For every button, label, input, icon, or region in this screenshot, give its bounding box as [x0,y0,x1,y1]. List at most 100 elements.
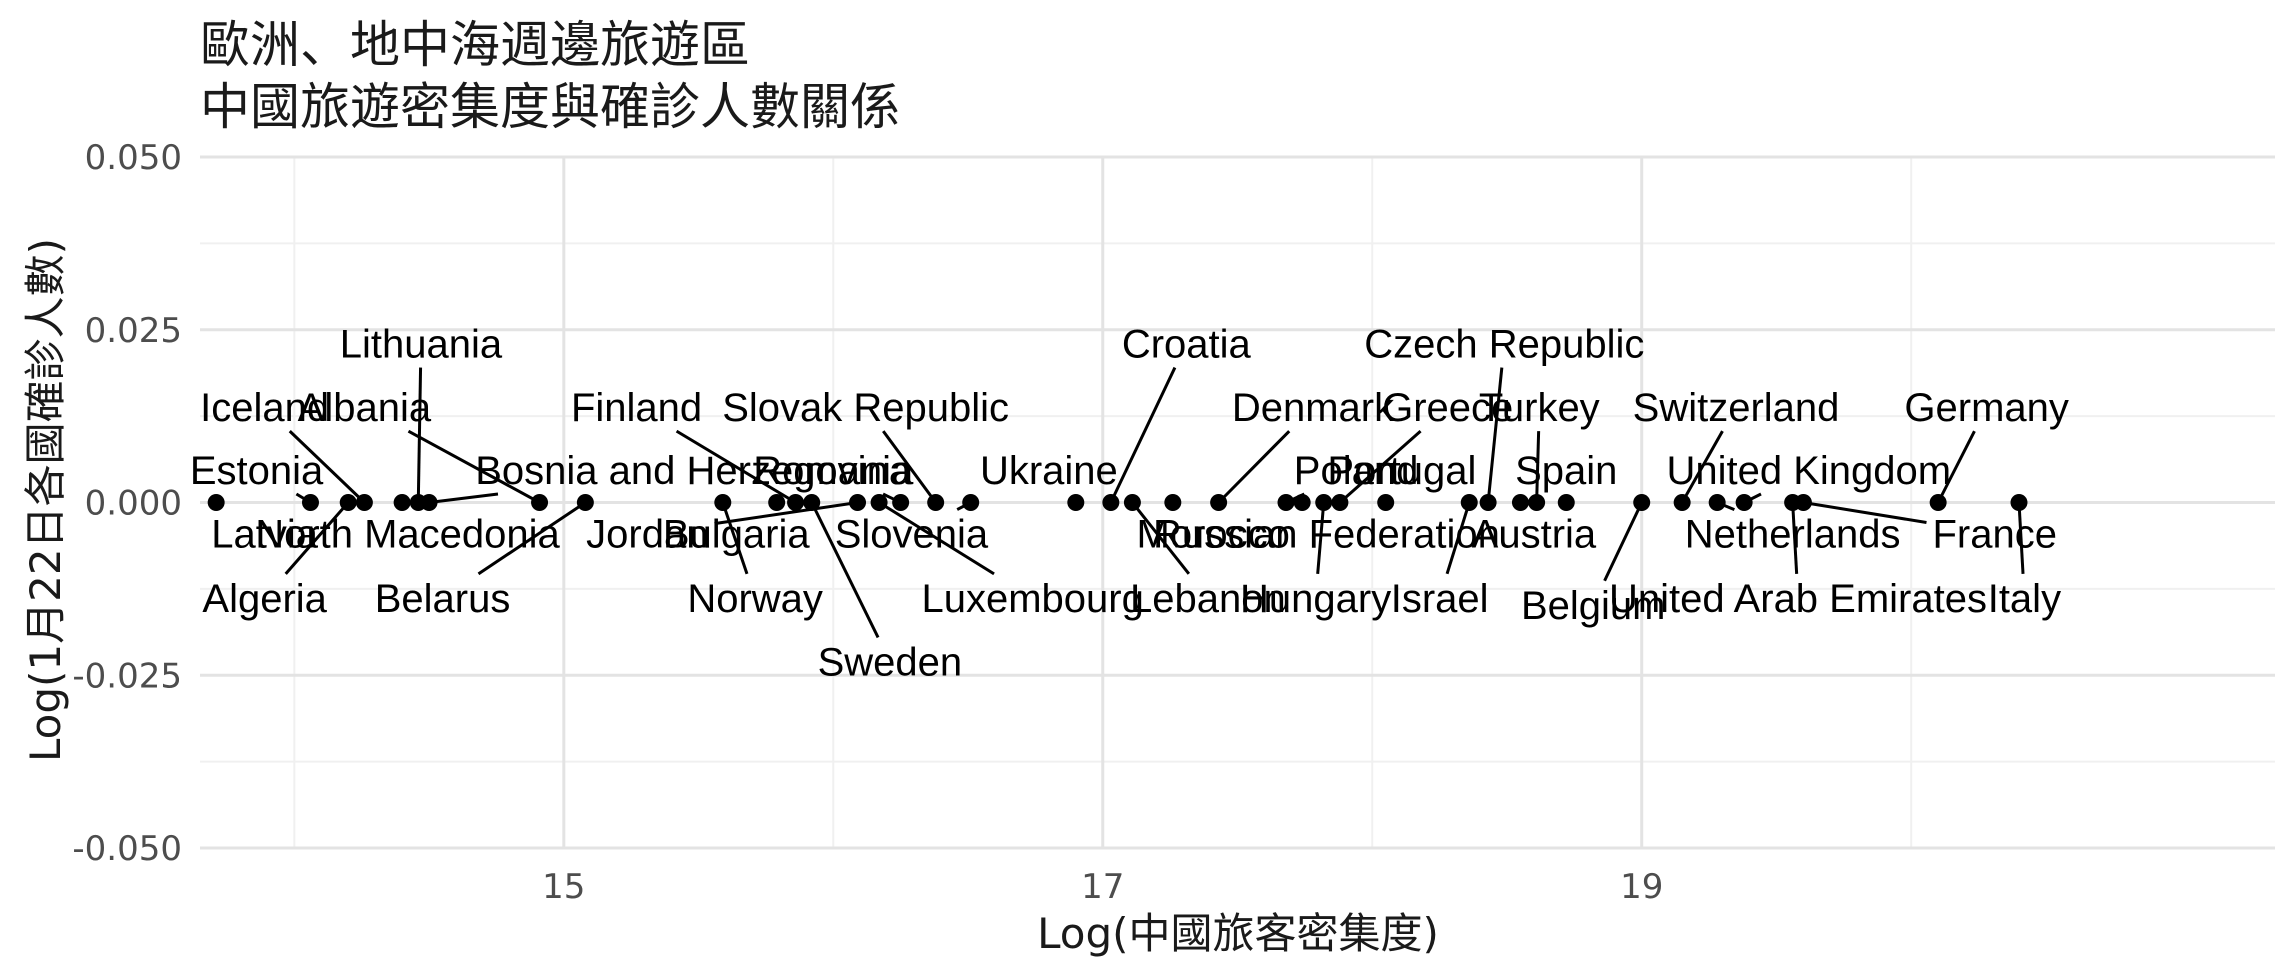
leader-line-united-arab-emirates [1791,502,1799,574]
leader-line-slovak-republic [882,430,937,504]
point-label-north-macedonia: North Macedonia [255,513,560,557]
point-label-italy: Italy [1988,577,2061,621]
y-tick-label: -0.025 [72,656,182,696]
leader-line-luxembourg [878,501,995,576]
data-points [207,494,2028,511]
leader-line-czech-republic [1486,367,1504,503]
point-label-switzerland: Switzerland [1633,386,1840,430]
data-point-portugal [1377,494,1395,511]
point-label-netherlands: Netherlands [1685,513,1901,557]
x-tick-label: 15 [542,867,585,907]
point-label-poland: Poland [1294,449,1419,493]
data-point-finland [787,494,805,511]
leader-line-israel [1445,502,1471,575]
leader-line-lebanon [1131,501,1191,575]
y-axis-title: Log(1月22日各國確診人數) [21,238,70,762]
data-point-morocco [1164,494,1182,511]
data-point-netherlands [1708,494,1726,511]
point-label-denmark: Denmark [1232,386,1395,430]
data-point-north-macedonia [393,494,411,511]
data-point-slovak-republic [927,494,945,511]
leader-line-lithuania [416,367,423,503]
point-label-united-kingdom: United Kingdom [1666,449,1951,493]
leader-line-switzerland [1680,430,1724,504]
data-point-bosnia-and-herzegovina [420,494,438,511]
point-label-hungary: Hungary [1240,577,1391,621]
point-label-bosnia-and-herzegovina: Bosnia and Herzegovina [475,449,912,493]
point-label-israel: Israel [1391,577,1489,621]
leader-line-belgium [1603,501,1644,582]
leader-lines [284,366,2025,639]
x-tick-label: 19 [1620,867,1663,907]
leader-line-albania [407,429,541,504]
point-label-sweden: Sweden [818,640,963,684]
leader-line-belarus [477,501,587,576]
data-point-denmark [1210,494,1228,511]
data-point-algeria [339,494,357,511]
leader-line-greece [1338,430,1422,504]
axes: 歐洲、地中海週邊旅遊區 中國旅遊密集度與確診人數關係 Log(中國旅客密集度) … [21,16,1439,958]
leader-line-germany [1936,430,1976,504]
data-point-hungary [1315,494,1333,511]
data-point-spain [1557,494,1575,511]
leader-line-turkey [1535,431,1541,503]
data-point-czech-republic [1479,494,1497,511]
data-point-bulgaria [768,494,786,511]
data-point-ukraine [1067,494,1085,511]
data-point-lebanon [1123,494,1141,511]
point-label-romania: Romania [753,449,914,493]
data-point-norway [714,494,732,511]
point-label-iceland: Iceland [200,386,329,430]
data-point-croatia [1102,494,1120,511]
leader-line-finland [675,429,797,504]
y-tick-label: 0.025 [85,311,182,351]
leader-line-bosnia-and-herzegovina [428,492,499,504]
data-point-sweden [803,494,821,511]
point-label-morocco: Morocco [1137,513,1290,557]
y-tick-label: -0.050 [72,829,182,869]
point-label-lebanon: Lebanon [1130,577,1286,621]
point-label-jordan: Jordan [586,513,708,557]
point-label-lithuania: Lithuania [340,323,503,367]
data-point-slovenia [962,494,980,511]
point-label-finland: Finland [571,386,702,430]
point-label-germany: Germany [1904,386,2069,430]
axis-ticks: 15 17 19 -0.050 -0.025 0.000 0.025 0.050 [72,138,1663,907]
x-axis-title: Log(中國旅客密集度) [1037,909,1439,958]
point-label-ukraine: Ukraine [980,449,1118,493]
point-label-norway: Norway [687,577,823,621]
point-label-slovak-republic: Slovak Republic [722,386,1009,430]
point-label-russian-federation: Russian Federation [1153,513,1500,557]
data-point-greece [1331,494,1349,511]
grid [200,155,2275,850]
data-point-luxembourg [870,494,888,511]
data-point-turkey [1528,494,1546,511]
data-point-estonia [301,494,319,511]
point-label-bulgaria: Bulgaria [663,513,811,557]
data-point-austria [1511,494,1529,511]
data-point-switzerland [1673,494,1691,511]
leader-line-jordan [714,501,858,526]
data-point-france [1794,494,1812,511]
point-label-greece: Greece [1382,386,1513,430]
data-point-jordan [849,494,867,511]
data-point-israel [1460,494,1478,511]
point-label-estonia: Estonia [190,449,324,493]
leader-line-hungary [1316,502,1326,574]
point-label-france: France [1932,513,2057,557]
point-label-turkey: Turkey [1479,386,1600,430]
point-label-czech-republic: Czech Republic [1364,323,1644,367]
chart-title-line-1: 歐洲、地中海週邊旅遊區 [200,16,750,74]
leader-line-norway [721,502,749,575]
point-label-luxembourg: Luxembourg [922,577,1144,621]
leader-line-france [1803,501,1927,524]
y-tick-label: 0.050 [85,138,182,178]
point-label-slovenia: Slovenia [835,513,989,557]
leader-line-croatia [1109,366,1177,504]
data-point-albania [531,494,549,511]
data-labels: Latvia Estonia Algeria Iceland North Macedon… [190,323,2069,685]
point-label-albania: Albania [298,386,432,430]
y-tick-label: 0.000 [85,484,182,524]
data-point-latvia [207,494,225,511]
point-label-belarus: Belarus [375,577,511,621]
